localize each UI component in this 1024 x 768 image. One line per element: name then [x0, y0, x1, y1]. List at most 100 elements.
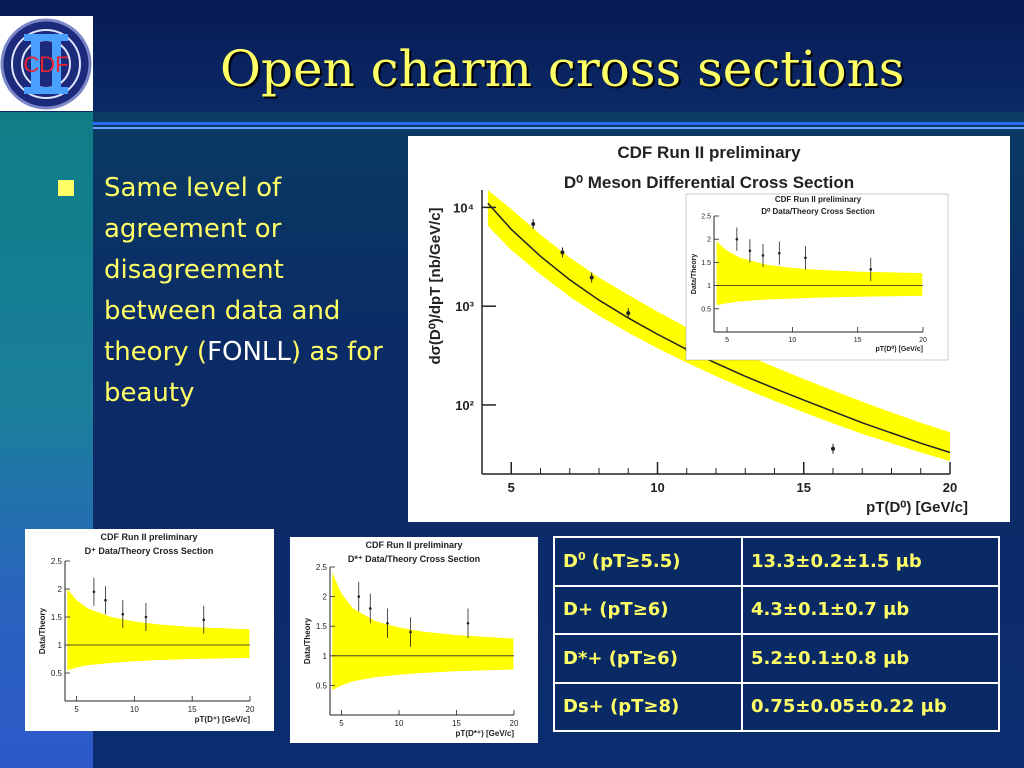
ratio-theory-band — [67, 589, 250, 671]
fonll-theory-line — [487, 202, 951, 454]
ratio-y-tick-label: 0.5 — [701, 306, 711, 313]
ratio-data-point — [466, 621, 470, 625]
ratio-theory-band — [716, 241, 923, 306]
table-cell-value: 5.2±0.1±0.8 μb — [741, 633, 1000, 684]
ratio-data-point — [869, 268, 873, 271]
ratio-data-point — [357, 595, 361, 598]
ratio-y-tick-label: 1.5 — [316, 622, 328, 631]
ratio-data-point — [409, 630, 412, 634]
ratio-y-tick-label: 1.5 — [51, 613, 63, 622]
x-tick-label: 15 — [797, 480, 811, 495]
ratio-x-tick-label: 15 — [452, 719, 461, 728]
ratio-title: CDF Run II preliminary — [365, 540, 462, 550]
ratio-x-tick-label: 5 — [74, 705, 79, 714]
ratio-data-point — [104, 598, 107, 602]
ratio-y-axis-label: Data/Theory — [303, 617, 312, 664]
ratio-x-axis-label: pT(D⁺) [GeV/c] — [195, 715, 251, 724]
fonll-highlight: FONLL — [207, 337, 291, 367]
ratio-subtitle: D⁺ Data/Theory Cross Section — [85, 546, 214, 556]
header-rule-light — [93, 127, 1024, 129]
ratio-x-tick-label: 15 — [854, 337, 862, 344]
chart-subtitle: D⁰ Meson Differential Cross Section — [564, 173, 854, 192]
ratio-subtitle: D*⁺ Data/Theory Cross Section — [348, 554, 480, 564]
ratio-data-point — [386, 621, 389, 625]
title-bar — [0, 0, 1024, 112]
ratio-x-axis-label: pT(D⁰) [GeV/c] — [875, 345, 923, 353]
ratio-theory-band — [332, 572, 514, 691]
cross-section-table: D0 (pT≥5.5) 13.3±0.2±1.5 μb D+ (pT≥6) 4.… — [553, 536, 1000, 732]
x-tick-label: 20 — [943, 480, 957, 495]
x-axis-label: pT(D⁰) [GeV/c] — [866, 499, 968, 516]
data-point — [589, 275, 594, 280]
dplus-ratio-chart: CDF Run II preliminary D⁺ Data/Theory Cro… — [25, 529, 274, 731]
table-cell-value: 4.3±0.1±0.7 μb — [741, 584, 1000, 635]
data-point — [560, 250, 565, 255]
ratio-y-tick-label: 2 — [707, 237, 711, 244]
ratio-x-axis-label: pT(D*⁺) [GeV/c] — [456, 729, 515, 738]
table-cell-particle: Ds+ (pT≥8) — [553, 681, 743, 732]
ratio-y-tick-label: 1 — [58, 641, 63, 650]
data-point — [531, 221, 536, 226]
theory-uncertainty-band — [487, 190, 950, 462]
ratio-y-tick-label: 2.5 — [51, 557, 63, 566]
ratio-data-point — [748, 249, 752, 253]
inset-ratio-chart: CDF Run II preliminary D⁰ Data/Theory Cro… — [685, 193, 949, 361]
d0-cross-section-chart: CDF Run II preliminary D⁰ Meson Different… — [408, 136, 1010, 522]
chart-title: CDF Run II preliminary — [617, 143, 801, 162]
y-tick-label: 10² — [455, 398, 474, 413]
bullet-text-after: ) as for beauty — [104, 337, 383, 408]
ratio-data-point — [144, 615, 148, 619]
table-row: D*+ (pT≥6) 5.2±0.1±0.8 μb — [553, 633, 1000, 684]
ratio-y-axis-label: Data/Theory — [691, 254, 698, 295]
ratio-title: CDF Run II preliminary — [775, 195, 862, 204]
table-cell-value: 0.75±0.05±0.22 μb — [741, 681, 1000, 732]
ratio-data-point — [778, 251, 781, 255]
ratio-y-tick-label: 2.5 — [316, 563, 328, 572]
data-point — [831, 446, 835, 451]
bullet-text: Same level of agreement or disagreement … — [104, 168, 394, 414]
ratio-y-tick-label: 0.5 — [316, 681, 328, 690]
ratio-data-point — [804, 256, 807, 260]
table-cell-particle: D+ (pT≥6) — [553, 584, 743, 635]
data-point — [626, 311, 631, 316]
ratio-data-point — [121, 612, 125, 616]
ratio-subtitle: D⁰ Data/Theory Cross Section — [761, 207, 875, 216]
ratio-data-point — [735, 237, 739, 241]
ratio-x-tick-label: 20 — [246, 705, 255, 714]
ratio-x-tick-label: 10 — [788, 337, 796, 344]
bullet-text-before: Same level of agreement or disagreement … — [104, 173, 341, 367]
ratio-data-point — [92, 590, 96, 594]
ratio-x-tick-label: 5 — [725, 337, 729, 344]
ratio-data-point — [202, 618, 206, 622]
table-row: Ds+ (pT≥8) 0.75±0.05±0.22 μb — [553, 681, 1000, 732]
y-axis-label: dσ(D⁰)/dpT [nb/GeV/c] — [427, 207, 444, 364]
ratio-y-tick-label: 1 — [707, 283, 711, 290]
ratio-x-tick-label: 10 — [395, 719, 404, 728]
page-title: Open charm cross sections — [220, 40, 905, 98]
ratio-y-axis-label: Data/Theory — [38, 607, 47, 654]
x-tick-label: 5 — [508, 480, 515, 495]
ratio-x-tick-label: 15 — [188, 705, 197, 714]
table-row: D+ (pT≥6) 4.3±0.1±0.7 μb — [553, 584, 1000, 635]
ratio-x-tick-label: 20 — [919, 337, 927, 344]
ratio-y-tick-label: 2 — [323, 593, 328, 602]
ratio-x-tick-label: 5 — [339, 719, 344, 728]
ratio-data-point — [368, 607, 372, 610]
logo-text: CDF — [23, 52, 68, 77]
y-tick-label: 10³ — [455, 299, 474, 314]
bullet-square-icon — [58, 180, 74, 196]
ratio-y-tick-label: 1.5 — [701, 260, 711, 267]
table-row: D0 (pT≥5.5) 13.3±0.2±1.5 μb — [553, 536, 1000, 587]
dstar-ratio-chart: CDF Run II preliminary D*⁺ Data/Theory Cr… — [290, 537, 538, 743]
cdf-logo: CDF — [0, 16, 93, 111]
header-rule — [93, 122, 1024, 125]
y-tick-label: 10⁴ — [453, 200, 474, 215]
ratio-data-point — [761, 254, 765, 257]
ratio-y-tick-label: 1 — [323, 652, 328, 661]
table-cell-particle: D*+ (pT≥6) — [553, 633, 743, 684]
ratio-y-tick-label: 2.5 — [701, 214, 711, 221]
ratio-y-tick-label: 0.5 — [51, 669, 63, 678]
x-tick-label: 10 — [650, 480, 664, 495]
ratio-y-tick-label: 2 — [58, 585, 63, 594]
ratio-x-tick-label: 10 — [130, 705, 139, 714]
